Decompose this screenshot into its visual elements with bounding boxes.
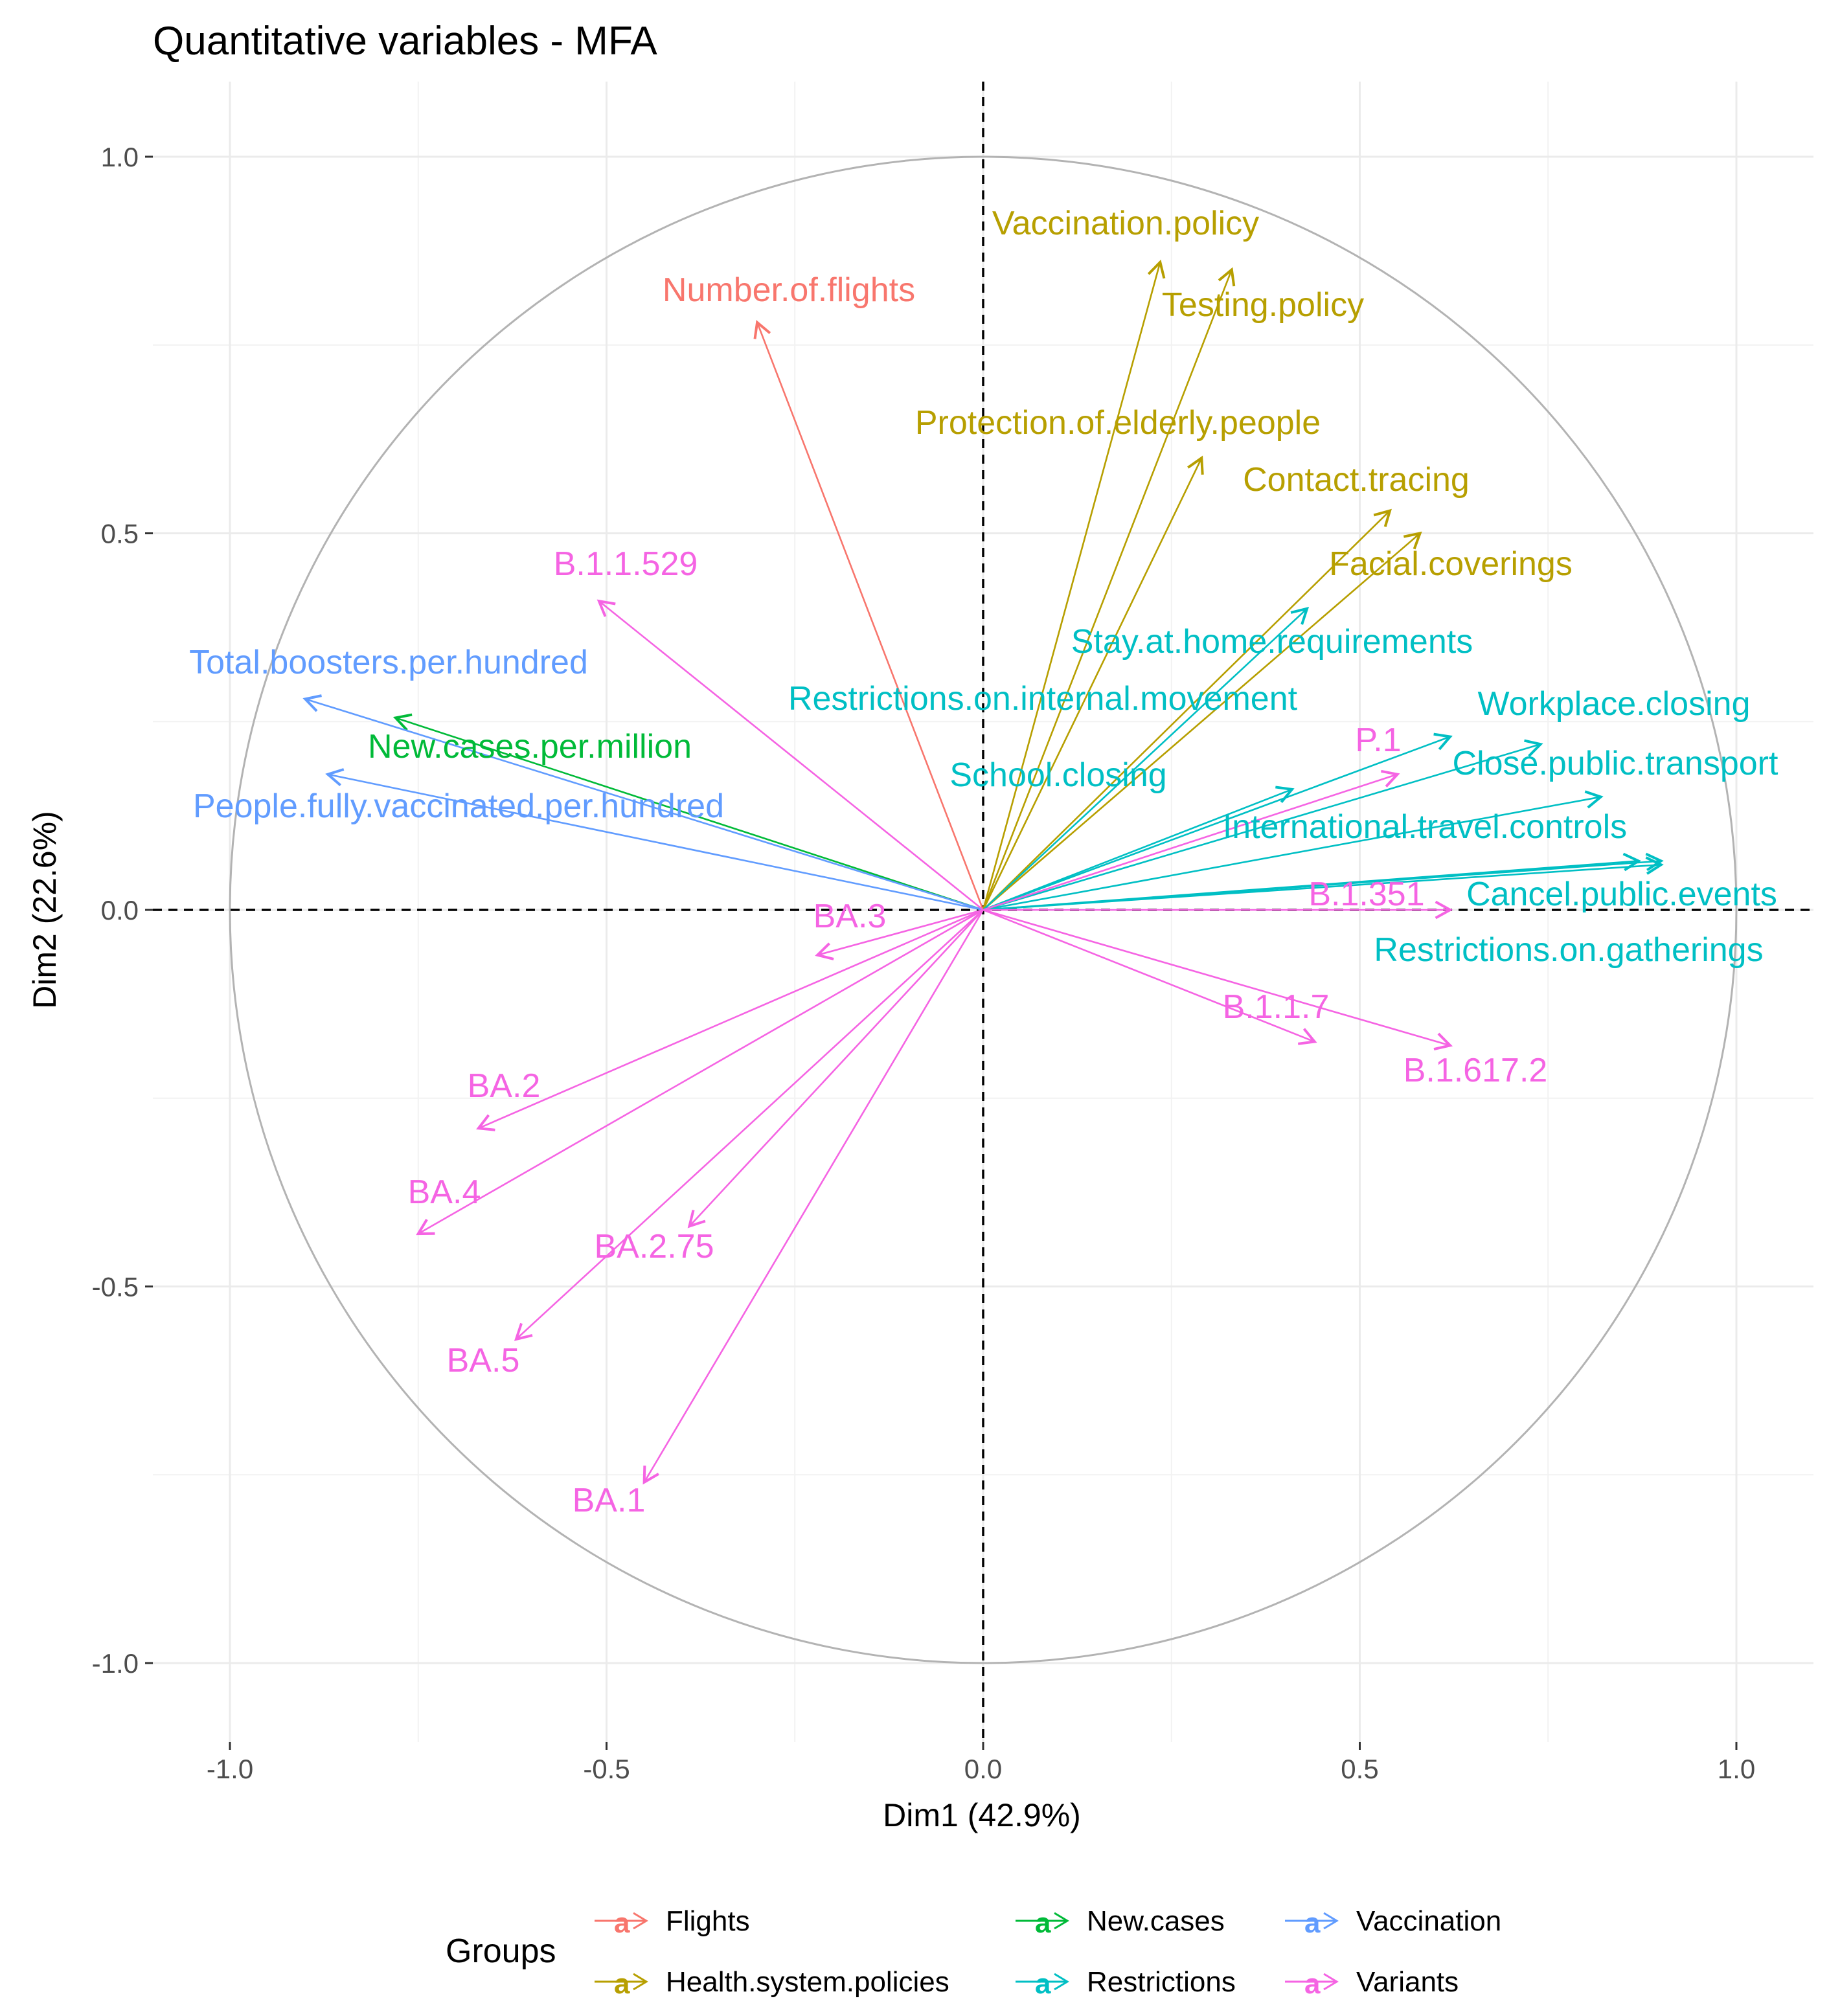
arrow-vaccination-policy [982,259,1166,911]
label-ba-5: BA.5 [447,1342,520,1379]
correlation-circle [229,155,1738,1664]
legend-key-restrictions: a [1016,1968,1069,2000]
arrow-people-fully-vaccinated-per-hundred [325,768,984,911]
x-tick-label: -1.0 [207,1754,253,1784]
arrow-new-cases-per-million [392,713,984,911]
arrow-stay-at-home-requirements [983,606,1310,911]
label-facial-coverings: Facial.coverings [1329,545,1573,583]
label-protection-of-elderly-people: Protection.of.elderly.people [915,404,1321,442]
legend-key-letter: a [1304,1968,1321,2000]
label-ba-2-75: BA.2.75 [594,1228,714,1265]
label-contact-tracing: Contact.tracing [1243,461,1470,499]
arrow-school-closing [983,786,1295,911]
legend-key-vaccination: a [1285,1907,1339,1939]
legend-key-flights: a [595,1907,648,1939]
label-ba-1: BA.1 [573,1482,646,1519]
y-tick-label: -0.5 [92,1272,139,1302]
arrow-ba-2-75 [687,909,984,1229]
legend: Groups a Flights a Health.system.policies a N… [446,1905,1501,2000]
variable-labels: Number.of.flights Vaccination.policy Testi… [189,205,1778,1519]
label-b-1-617-2: B.1.617.2 [1403,1052,1548,1089]
label-international-travel-controls: International.travel.controls [1223,808,1627,846]
arrow-b-1-617-2 [983,909,1453,1051]
x-tick-label: -0.5 [583,1754,630,1784]
x-tick-label: 1.0 [1718,1754,1755,1784]
arrow-ba-5 [514,909,984,1341]
label-close-public-transport: Close.public.transport [1453,745,1778,782]
arrow-total-boosters-per-hundred [302,694,984,911]
arrow-workplace-closing [983,739,1543,911]
legend-key-variants: a [1285,1968,1339,2000]
label-b-1-1-7: B.1.1.7 [1223,988,1330,1026]
label-cancel-public-events: Cancel.public.events [1466,876,1777,913]
legend-key-letter: a [614,1907,630,1939]
unit-circle [229,155,1738,1664]
arrow-p-1 [983,769,1400,911]
label-ba-3: BA.3 [813,898,887,935]
arrow-ba-2 [476,909,984,1131]
arrow-facial-coverings [983,531,1422,911]
y-tick-label: 0.5 [101,519,139,549]
legend-title: Groups [446,1932,556,1970]
label-ba-4: BA.4 [408,1173,481,1211]
variable-arrows [302,259,1664,1485]
label-new-cases-per-million: New.cases.per.million [368,728,692,765]
y-tick-label: -1.0 [92,1648,139,1679]
legend-label: Variants [1356,1966,1459,1998]
label-people-fully-vaccinated-per-hundred: People.fully.vaccinated.per.hundred [193,787,724,825]
arrow-number-of-flights [753,320,984,911]
legend-label: Restrictions [1087,1966,1236,1998]
label-ba-2: BA.2 [468,1067,541,1105]
y-tick-label: 0.0 [101,895,139,925]
label-p-1: P.1 [1355,721,1401,759]
arrow-restrictions-on-internal-movement [983,732,1453,911]
chart-title: Quantitative variables - MFA [153,19,657,63]
y-axis-title: Dim2 (22.6%) [27,811,63,1009]
x-tick-label: 0.5 [1341,1754,1378,1784]
legend-key-letter: a [1304,1907,1321,1939]
axis-ticks: -1.0 -0.5 0.0 0.5 1.0 -1.0 -0.5 0.0 0.5 1.0 [92,142,1756,1784]
legend-label: Vaccination [1356,1905,1501,1937]
label-school-closing: School.closing [949,756,1166,794]
arrow-protection-of-elderly-people [982,455,1204,911]
label-restrictions-on-gatherings: Restrictions.on.gatherings [1374,931,1763,969]
arrow-contact-tracing [983,508,1392,911]
legend-label: New.cases [1087,1905,1225,1937]
x-tick-label: 0.0 [964,1754,1002,1784]
arrow-ba-4 [416,909,984,1236]
legend-label: Health.system.policies [666,1966,949,1998]
label-b-1-351: B.1.351 [1308,876,1424,913]
legend-label: Flights [666,1905,750,1937]
arrow-testing-policy [982,267,1236,911]
label-stay-at-home-requirements: Stay.at.home.requirements [1071,623,1473,661]
arrow-b-1-1-7 [983,909,1317,1045]
label-vaccination-policy: Vaccination.policy [992,205,1259,242]
arrow-ba-3 [815,909,984,960]
label-testing-policy: Testing.policy [1162,286,1364,324]
arrow-b-1-1-529 [596,599,984,911]
y-tick-label: 1.0 [101,142,139,172]
label-restrictions-on-internal-movement: Restrictions.on.internal.movement [788,680,1298,718]
legend-key-health-system-policies: a [595,1968,648,2000]
label-b-1-1-529: B.1.1.529 [554,545,698,583]
legend-key-letter: a [1035,1968,1051,2000]
legend-key-letter: a [614,1968,630,2000]
arrow-ba-1 [642,909,984,1485]
label-total-boosters-per-hundred: Total.boosters.per.hundred [189,644,588,681]
arrow-restrictions-on-gatherings [983,856,1664,911]
legend-key-new-cases: a [1016,1907,1069,1939]
label-number-of-flights: Number.of.flights [663,271,915,309]
x-axis-title: Dim1 (42.9%) [883,1797,1081,1833]
label-workplace-closing: Workplace.closing [1477,685,1750,723]
legend-key-letter: a [1035,1907,1051,1939]
arrow-close-public-transport [983,790,1604,911]
